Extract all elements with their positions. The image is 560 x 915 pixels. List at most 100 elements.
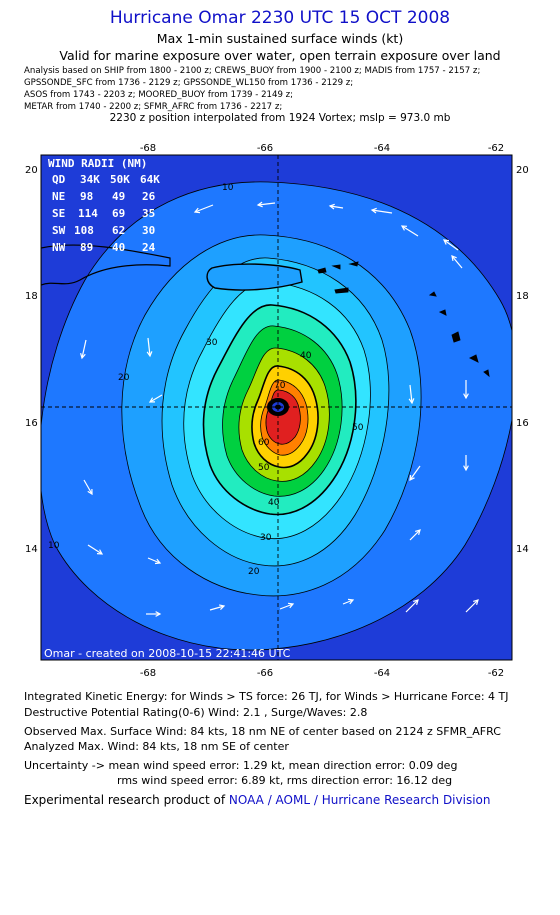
- wind-vector-head: [400, 225, 408, 231]
- contour-label: 50: [258, 463, 270, 473]
- analysis-line-1: Analysis based on SHIP from 1800 - 2100 …: [24, 66, 481, 76]
- axis-labels: -68 -66 -64 -62 -68 -66 -64 -62 20 18 16…: [25, 143, 529, 679]
- wind-vector-head: [408, 398, 415, 405]
- wind-radii-value: 62: [112, 224, 125, 237]
- contour-lines: [41, 181, 512, 651]
- wind-vector-head: [155, 611, 162, 617]
- wind-radii-title: WIND RADII (NM): [48, 157, 147, 170]
- contour-labels: 10 20 30 40 50 60 70 10 20 30 40 50: [48, 183, 364, 577]
- wind-radii-header-64k: 64K: [140, 173, 160, 186]
- wind-vector-head: [146, 351, 153, 358]
- lon-tick-top: -64: [374, 143, 390, 154]
- wind-radii-value: 24: [142, 241, 156, 254]
- wind-radii-quadrant: NE: [52, 190, 65, 203]
- isotach-line: [260, 379, 309, 456]
- lon-tick-bottom: -62: [488, 668, 504, 679]
- wind-vector-shaft: [87, 544, 103, 555]
- wind-vector-shaft: [443, 239, 459, 251]
- credit-line: Experimental research product of NOAA / …: [24, 793, 490, 807]
- contour-label: 30: [206, 338, 218, 348]
- wind-vector-shaft: [279, 603, 294, 610]
- dpr-line: Destructive Potential Rating(0-6) Wind: …: [24, 706, 368, 719]
- virgin-islands: [317, 261, 359, 294]
- wind-vector-head: [148, 397, 156, 403]
- observed-max-wind: Observed Max. Surface Wind: 84 kts, 18 n…: [24, 725, 501, 738]
- leeward-islands: [428, 291, 490, 378]
- contour-label: 50: [352, 423, 364, 433]
- wind-vector-head: [287, 602, 295, 609]
- wind-vectors: [80, 201, 479, 617]
- isotach-line: [121, 234, 422, 597]
- wind-vector-shaft: [409, 384, 413, 404]
- center-crosshair: [41, 155, 512, 660]
- wind-radii-value: 35: [142, 207, 155, 220]
- lon-tick-bottom: -68: [140, 668, 156, 679]
- lon-tick-bottom: -64: [374, 668, 390, 679]
- wind-vector-shaft: [83, 479, 93, 495]
- wind-vector-head: [328, 203, 335, 210]
- isotach-line: [183, 281, 371, 540]
- contour-label: 20: [248, 567, 260, 577]
- wind-vector-head: [370, 207, 377, 214]
- wind-radii-value: 49: [112, 190, 125, 203]
- wind-vector-shaft: [329, 205, 344, 209]
- wind-radii-quadrant: SW: [52, 224, 66, 237]
- lat-tick-left: 16: [25, 418, 38, 429]
- contour-label: 10: [48, 541, 60, 551]
- uncertainty-line-1: Uncertainty -> mean wind speed error: 1.…: [24, 759, 458, 772]
- contour-label: 20: [118, 373, 130, 383]
- lon-tick-bottom: -66: [257, 668, 273, 679]
- wind-radii-value: 69: [112, 207, 125, 220]
- wind-vector-head: [154, 558, 162, 565]
- puerto-rico-island: [206, 263, 303, 291]
- wind-vector-shaft: [405, 599, 419, 613]
- wind-radii-quadrant: NW: [52, 241, 66, 254]
- wind-radii-value: 98: [80, 190, 93, 203]
- lat-tick-left: 18: [25, 291, 38, 302]
- wind-radii-table: WIND RADII (NM) QD 34K 50K 64K NE 98 49 …: [48, 157, 160, 254]
- lat-tick-left: 20: [25, 165, 38, 176]
- wind-radii-quadrant: SE: [52, 207, 65, 220]
- wind-radii-value: 108: [74, 224, 94, 237]
- isotach-line: [238, 347, 330, 482]
- wind-vector-shaft: [147, 337, 151, 357]
- wind-vector-head: [256, 201, 263, 208]
- contour-label: 40: [268, 498, 280, 508]
- lat-tick-right: 18: [516, 291, 529, 302]
- wind-vector-shaft: [194, 204, 214, 213]
- wind-radii-value: 30: [142, 224, 155, 237]
- wind-vector-head: [463, 393, 469, 400]
- lat-tick-right: 14: [516, 544, 529, 555]
- wind-vector-shaft: [401, 225, 419, 237]
- lat-tick-right: 20: [516, 165, 529, 176]
- wind-vector-shaft: [257, 202, 276, 206]
- wind-vector-head: [218, 604, 226, 610]
- isotach-line: [161, 257, 390, 567]
- hrd-link[interactable]: NOAA / AOML / Hurricane Research Divisio…: [228, 793, 491, 807]
- hispaniola-coast: [41, 244, 171, 286]
- wind-vector-head: [451, 255, 457, 262]
- wind-vector-shaft: [147, 557, 161, 564]
- analysis-line-3: ASOS from 1743 - 2203 z; MOORED_BUOY fro…: [24, 90, 294, 100]
- wind-vector-shaft: [342, 599, 354, 605]
- contour-label: 30: [260, 533, 272, 543]
- wind-vector-shaft: [451, 255, 463, 269]
- contour-label: 40: [300, 351, 312, 361]
- wind-vector-shaft: [371, 209, 393, 214]
- contour-label: 70: [274, 381, 286, 391]
- wind-radii-header-qd: QD: [52, 173, 66, 186]
- wind-vector-shaft: [81, 339, 87, 359]
- analyzed-max-wind: Analyzed Max. Wind: 84 kts, 18 nm SE of …: [24, 740, 289, 753]
- wind-vector-shaft: [209, 605, 225, 611]
- wind-radii-value: 40: [112, 241, 125, 254]
- wind-radii-value: 26: [142, 190, 156, 203]
- wind-vector-head: [193, 207, 201, 214]
- wind-vector-shaft: [465, 599, 479, 613]
- wind-vector-head: [415, 529, 421, 535]
- credit-prefix: Experimental research product of: [24, 793, 229, 807]
- wind-vector-head: [409, 474, 415, 482]
- analysis-line-2: GPSSONDE_SFC from 1736 - 2129 z; GPSSOND…: [24, 78, 354, 88]
- wind-radii-header-50k: 50K: [110, 173, 130, 186]
- wind-vector-shaft: [409, 465, 421, 481]
- wind-vector-shaft: [149, 394, 163, 403]
